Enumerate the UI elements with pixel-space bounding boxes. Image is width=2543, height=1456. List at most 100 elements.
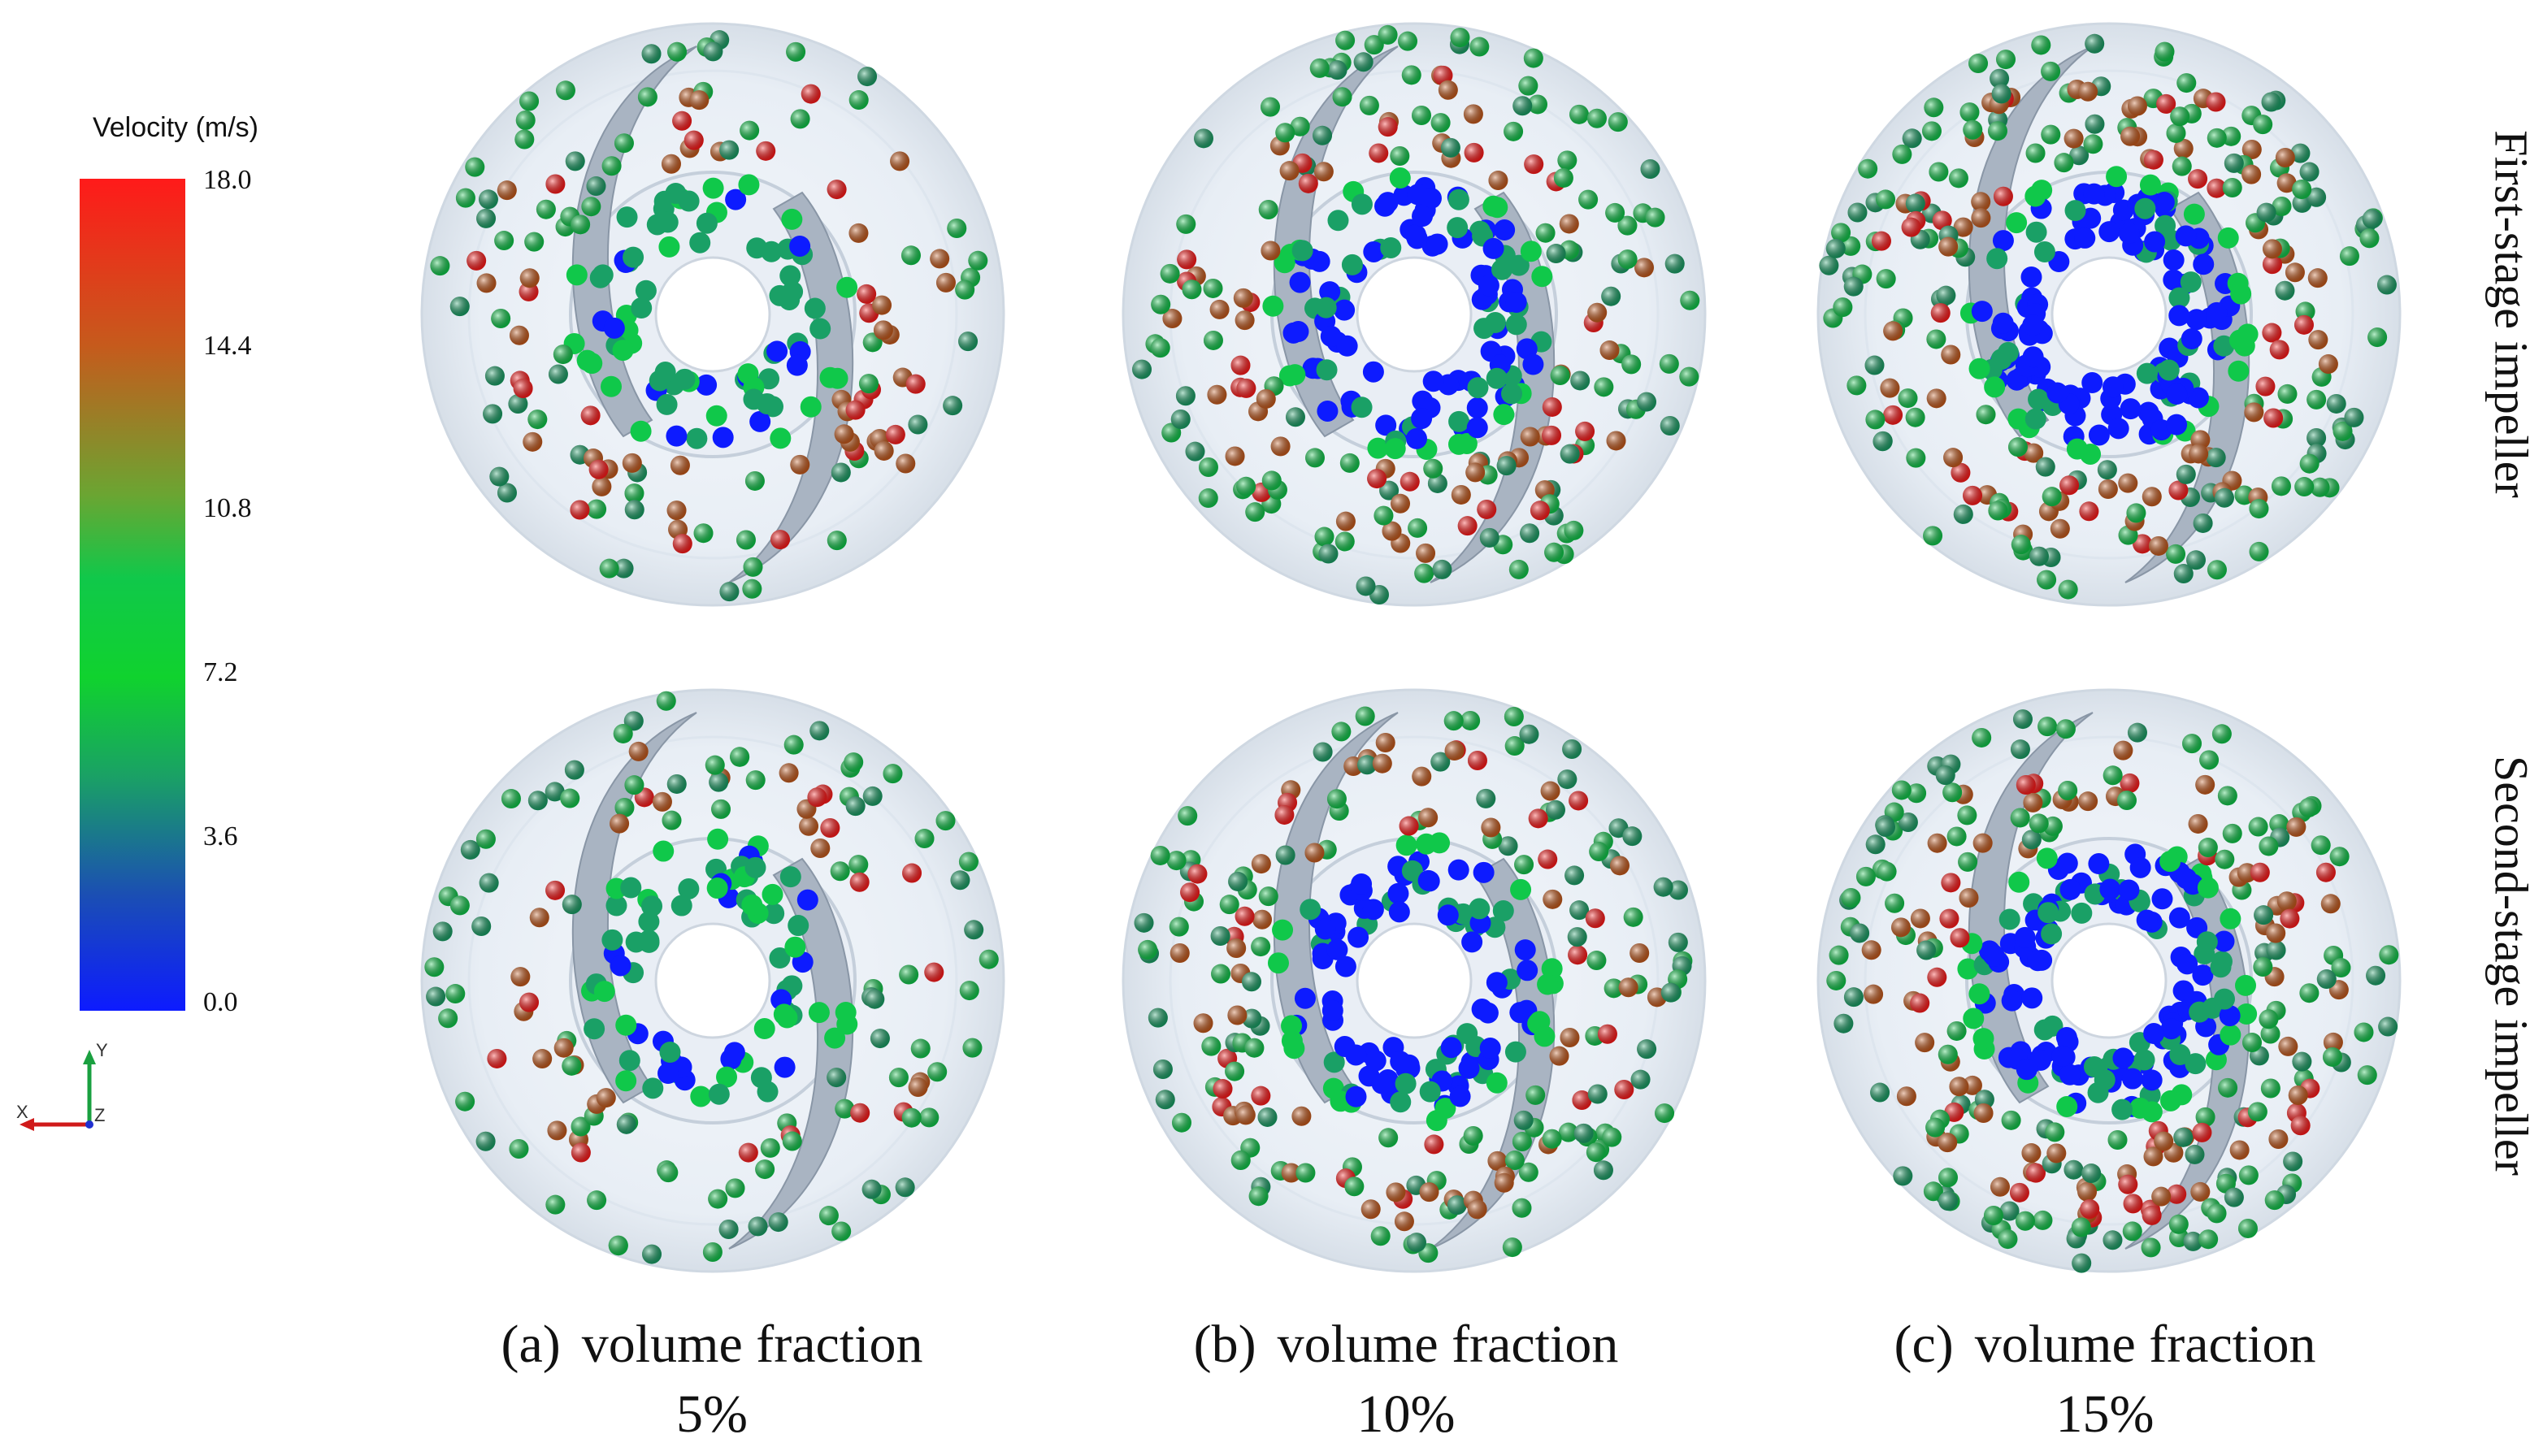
particle-shade <box>1880 378 1900 398</box>
particle <box>665 182 687 204</box>
particle-shade <box>571 1116 591 1137</box>
particle-shade <box>475 1131 496 1151</box>
particle-shade <box>1876 817 1896 838</box>
particle-shade <box>1356 576 1376 596</box>
particle-shade <box>740 120 760 141</box>
particle-shade <box>1230 1150 1251 1170</box>
particle-shade <box>1622 826 1643 847</box>
particle-shade <box>2107 1129 2128 1150</box>
particle-shade <box>624 483 644 504</box>
impeller-panel-second-5 <box>420 688 1005 1273</box>
particle-shade <box>1569 900 1590 921</box>
particle-shade <box>2320 894 2341 914</box>
particle-shade <box>1359 95 1379 115</box>
particle-shade <box>1432 559 1452 579</box>
particle <box>2185 309 2207 331</box>
particle <box>1968 358 1990 379</box>
particle-shade <box>1508 559 1529 579</box>
particle-shade <box>2021 830 2042 850</box>
particle-shade <box>1203 330 1223 350</box>
particle-shade <box>958 332 979 352</box>
particle-shade <box>1958 852 1978 872</box>
particle <box>1484 312 1506 334</box>
particle-shade <box>1295 1163 1316 1183</box>
particle-shade <box>1680 290 1700 310</box>
particle-shade <box>1988 500 2008 521</box>
particle-shade <box>861 1179 882 1199</box>
particle-shade <box>1170 942 1190 963</box>
particle-shade <box>1444 741 1465 761</box>
particle <box>774 1056 796 1078</box>
particle <box>1437 904 1459 926</box>
particle <box>2151 888 2173 910</box>
particle-shade <box>1553 167 1573 188</box>
particle-shade <box>2080 1199 2100 1220</box>
particle-shade <box>2097 460 2117 480</box>
particle-shade <box>2156 93 2176 114</box>
particle-shade <box>2085 33 2105 54</box>
particle-shade <box>1430 113 1451 133</box>
particle-shade <box>1841 887 1861 908</box>
particle <box>1334 956 1356 977</box>
particle-shade <box>834 424 854 444</box>
particle-shade <box>1929 162 1949 182</box>
particle-shade <box>736 530 756 550</box>
particle-shade <box>888 1068 909 1088</box>
particle-shade <box>902 863 922 883</box>
particle-shade <box>1983 1205 2003 1225</box>
particle-shade <box>1850 923 1870 943</box>
particle <box>2059 1064 2081 1086</box>
particle <box>781 208 803 230</box>
particle-shade <box>2259 836 2279 856</box>
particle-shade <box>827 531 847 551</box>
particle-shade <box>624 775 644 795</box>
particle-shade <box>1927 833 1947 853</box>
particle-shade <box>2253 115 2273 135</box>
particle <box>796 889 818 911</box>
particle-shade <box>1915 1033 1935 1053</box>
particle-shade <box>2271 476 2291 496</box>
particle-shade <box>2262 239 2282 259</box>
impeller-ring <box>467 735 958 1226</box>
particle-shade <box>2275 147 2295 167</box>
particle-shade <box>1353 52 1373 72</box>
particle-shade <box>1298 173 1318 193</box>
particle-shade <box>872 295 892 315</box>
particle-shade <box>2182 734 2202 754</box>
particle-shade <box>532 1049 553 1069</box>
particle-shade <box>2206 92 2226 112</box>
particle-shade <box>1210 926 1230 947</box>
particle <box>1997 341 2019 363</box>
particle-shade <box>1355 706 1375 726</box>
particle-shade <box>2308 330 2328 350</box>
particle-shade <box>1999 1201 2020 1221</box>
particle-shade <box>1938 1191 1959 1211</box>
particle-shade <box>820 817 840 838</box>
particle-shade <box>1504 706 1524 726</box>
particle <box>1411 408 1433 430</box>
particle <box>2106 166 2128 188</box>
particle-shade <box>2078 81 2098 102</box>
particle-shade <box>1572 1090 1592 1111</box>
particle-shade <box>809 721 830 741</box>
particle <box>690 1086 712 1107</box>
particle-shade <box>1309 58 1330 78</box>
particle-shade <box>2011 535 2031 555</box>
particle-shade <box>1923 526 1943 546</box>
particle <box>1308 250 1330 272</box>
particle-shade <box>1864 984 1884 1004</box>
particle-shade <box>962 1038 983 1058</box>
particle <box>2197 877 2219 899</box>
particle <box>2056 1095 2078 1117</box>
particle-shade <box>1949 1077 1969 1097</box>
particle <box>824 1027 846 1049</box>
particle-shade <box>509 325 529 345</box>
particle <box>2080 443 2102 465</box>
particle <box>1319 281 1341 303</box>
particle-shade <box>1382 521 1402 541</box>
particle <box>656 393 678 415</box>
particle-shade <box>555 80 575 101</box>
particle-shade <box>927 1062 948 1082</box>
particle <box>2014 926 2036 948</box>
particle <box>779 866 801 888</box>
